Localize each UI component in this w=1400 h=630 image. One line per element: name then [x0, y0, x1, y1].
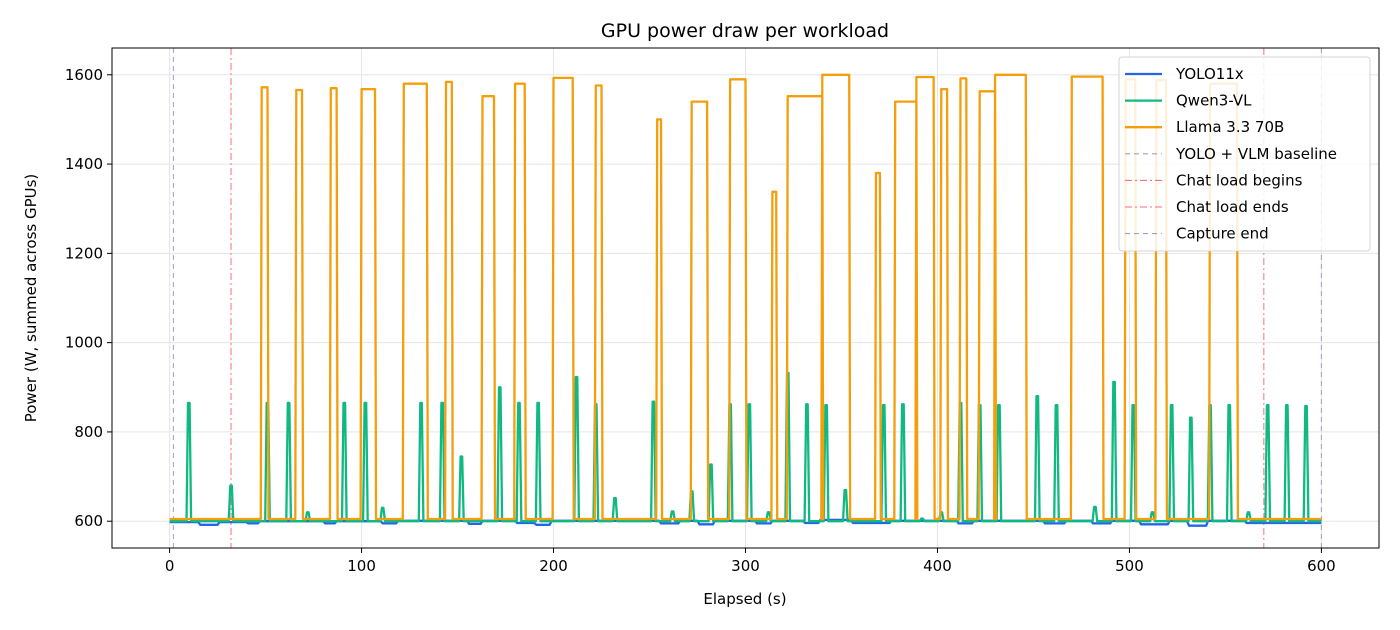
x-tick-label: 0 — [165, 557, 175, 575]
x-axis-title: Elapsed (s) — [703, 590, 786, 608]
y-tick-label: 1600 — [65, 66, 103, 84]
y-tick-label: 800 — [74, 423, 103, 441]
y-tick-label: 600 — [74, 512, 103, 530]
x-axis-ticks: 0 100 200 300 400 500 600 — [165, 548, 1336, 575]
x-tick-label: 200 — [539, 557, 568, 575]
x-tick-label: 300 — [731, 557, 760, 575]
x-tick-label: 500 — [1115, 557, 1144, 575]
y-axis-title: Power (W, summed across GPUs) — [22, 174, 40, 423]
y-tick-label: 1200 — [65, 244, 103, 262]
series-line-llama-3-3-70b — [169, 73, 1322, 521]
chart-title: GPU power draw per workload — [601, 20, 889, 42]
legend-label: YOLO11x — [1175, 65, 1244, 83]
x-tick-label: 400 — [923, 557, 952, 575]
y-tick-label: 1400 — [65, 155, 103, 173]
legend-box — [1118, 56, 1371, 252]
series-lines — [169, 73, 1322, 527]
legend-label: YOLO + VLM baseline — [1175, 145, 1337, 163]
x-tick-label: 100 — [347, 557, 376, 575]
legend-label: Qwen3-VL — [1176, 92, 1252, 110]
y-tick-label: 1000 — [65, 334, 103, 352]
legend-label: Llama 3.3 70B — [1176, 118, 1284, 136]
legend-label: Chat load begins — [1176, 171, 1303, 189]
x-tick-label: 600 — [1307, 557, 1336, 575]
legend: YOLO11x Qwen3-VL Llama 3.3 70B YOLO + VLM b… — [1118, 56, 1371, 252]
y-axis-ticks: 600 800 1000 1200 1400 1600 — [65, 66, 112, 530]
legend-label: Chat load ends — [1176, 198, 1289, 216]
legend-label: Capture end — [1176, 225, 1269, 243]
